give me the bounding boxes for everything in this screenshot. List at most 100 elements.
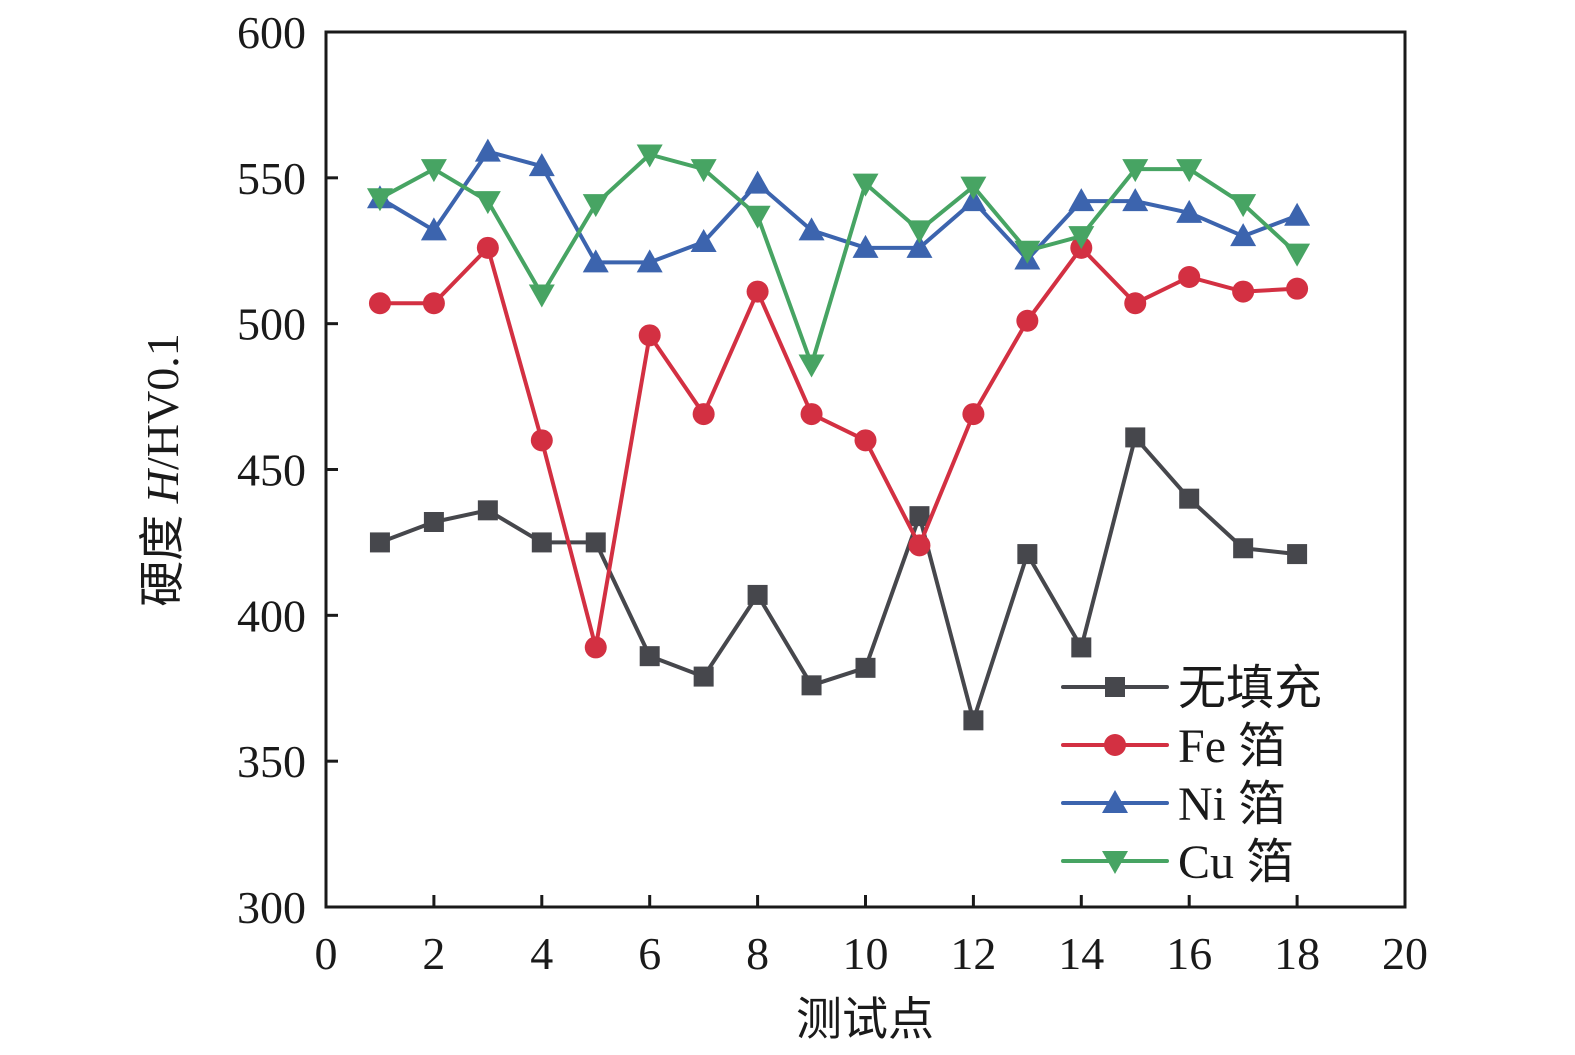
data-point [528, 284, 555, 308]
legend-item: Cu 箔 [1061, 836, 1294, 889]
legend-label: Ni 箔 [1178, 778, 1286, 831]
legend-label: 无填充 [1178, 662, 1322, 715]
data-point [1179, 488, 1200, 509]
data-point [1176, 199, 1203, 223]
data-point [906, 234, 933, 258]
data-point [744, 205, 771, 229]
axis-ticks: 0 2 4 6 8 10 12 14 16 18 20 300 350 400 450 500 550 600 [237, 7, 1428, 979]
y-tick-label: 550 [237, 153, 306, 204]
series-line [378, 152, 1299, 367]
data-point [1125, 427, 1146, 448]
data-point [476, 236, 499, 259]
data-point [1068, 226, 1095, 250]
data-point [636, 144, 663, 168]
x-tick-label: 20 [1382, 928, 1428, 979]
data-point [639, 646, 660, 667]
legend-marker [1105, 677, 1125, 697]
y-axis-title-prefix: 硬度 [137, 503, 188, 607]
plot-frame [324, 30, 1407, 909]
data-point [474, 191, 501, 215]
y-tick-label: 300 [237, 882, 306, 933]
data-point [369, 532, 390, 553]
data-point [1014, 240, 1041, 264]
data-point [368, 292, 391, 315]
data-point [1287, 544, 1308, 565]
data-point [530, 429, 553, 452]
series-2 [366, 138, 1311, 273]
data-point [1230, 194, 1257, 218]
data-point [582, 249, 609, 273]
x-tick-label: 10 [843, 928, 889, 979]
x-tick-label: 8 [746, 928, 769, 979]
data-point [1016, 309, 1039, 332]
data-point [852, 234, 879, 258]
legend-marker [1102, 851, 1128, 874]
x-tick-label: 16 [1166, 928, 1212, 979]
data-point [1071, 637, 1092, 658]
data-point [908, 534, 931, 557]
x-axis-title: 测试点 [796, 994, 934, 1045]
data-point [1232, 280, 1255, 303]
data-point [963, 710, 984, 731]
data-point [1178, 266, 1201, 288]
data-point [798, 217, 825, 241]
data-point [584, 636, 607, 659]
y-axis-title-italic: H [137, 467, 188, 504]
data-point [477, 500, 498, 521]
series-line [379, 435, 1298, 723]
data-point [420, 217, 447, 241]
data-point [420, 159, 447, 183]
data-point [960, 188, 987, 212]
data-point [800, 403, 823, 426]
y-tick-label: 450 [237, 445, 306, 496]
data-point [638, 324, 661, 347]
data-point [582, 194, 609, 218]
x-tick-label: 14 [1058, 928, 1104, 979]
data-point [909, 506, 930, 527]
y-tick-label: 400 [237, 590, 306, 641]
legend-marker [1104, 734, 1126, 756]
data-point [746, 280, 769, 303]
x-tick-label: 12 [950, 928, 996, 979]
data-point [747, 584, 768, 605]
y-axis-title: 硬度 H/HV0.1 [137, 333, 188, 606]
x-tick-label: 4 [530, 928, 553, 979]
data-point [1230, 223, 1257, 247]
data-point [1124, 292, 1147, 315]
data-point [1286, 277, 1309, 300]
y-tick-label: 500 [237, 299, 306, 350]
data-point [962, 403, 985, 426]
data-point [1068, 188, 1095, 212]
series-line [379, 245, 1298, 650]
data-point [690, 159, 717, 183]
data-point [423, 512, 444, 532]
series-line [378, 149, 1298, 265]
legend-item: Ni 箔 [1061, 778, 1286, 831]
data-point [531, 532, 552, 553]
x-tick-label: 18 [1274, 928, 1320, 979]
data-point [528, 153, 555, 177]
data-point [690, 229, 717, 252]
data-point [906, 220, 933, 244]
data-point [854, 429, 877, 452]
x-tick-label: 2 [422, 928, 445, 979]
series-1 [368, 236, 1309, 659]
data-point [585, 532, 606, 553]
data-point [693, 666, 714, 687]
y-axis-title-suffix: /HV0.1 [137, 333, 188, 470]
data-point [798, 354, 825, 378]
data-point [1233, 538, 1254, 559]
data-point [1017, 544, 1038, 565]
legend-item: 无填充 [1061, 662, 1322, 715]
y-tick-label: 350 [237, 736, 306, 787]
x-tick-label: 0 [315, 928, 338, 979]
series-3 [366, 144, 1311, 378]
legend-marker [1102, 790, 1128, 813]
data-point [960, 176, 987, 200]
series-0 [369, 427, 1308, 731]
data-point [801, 675, 822, 696]
data-point [692, 403, 715, 426]
y-tick-label: 600 [237, 7, 306, 58]
